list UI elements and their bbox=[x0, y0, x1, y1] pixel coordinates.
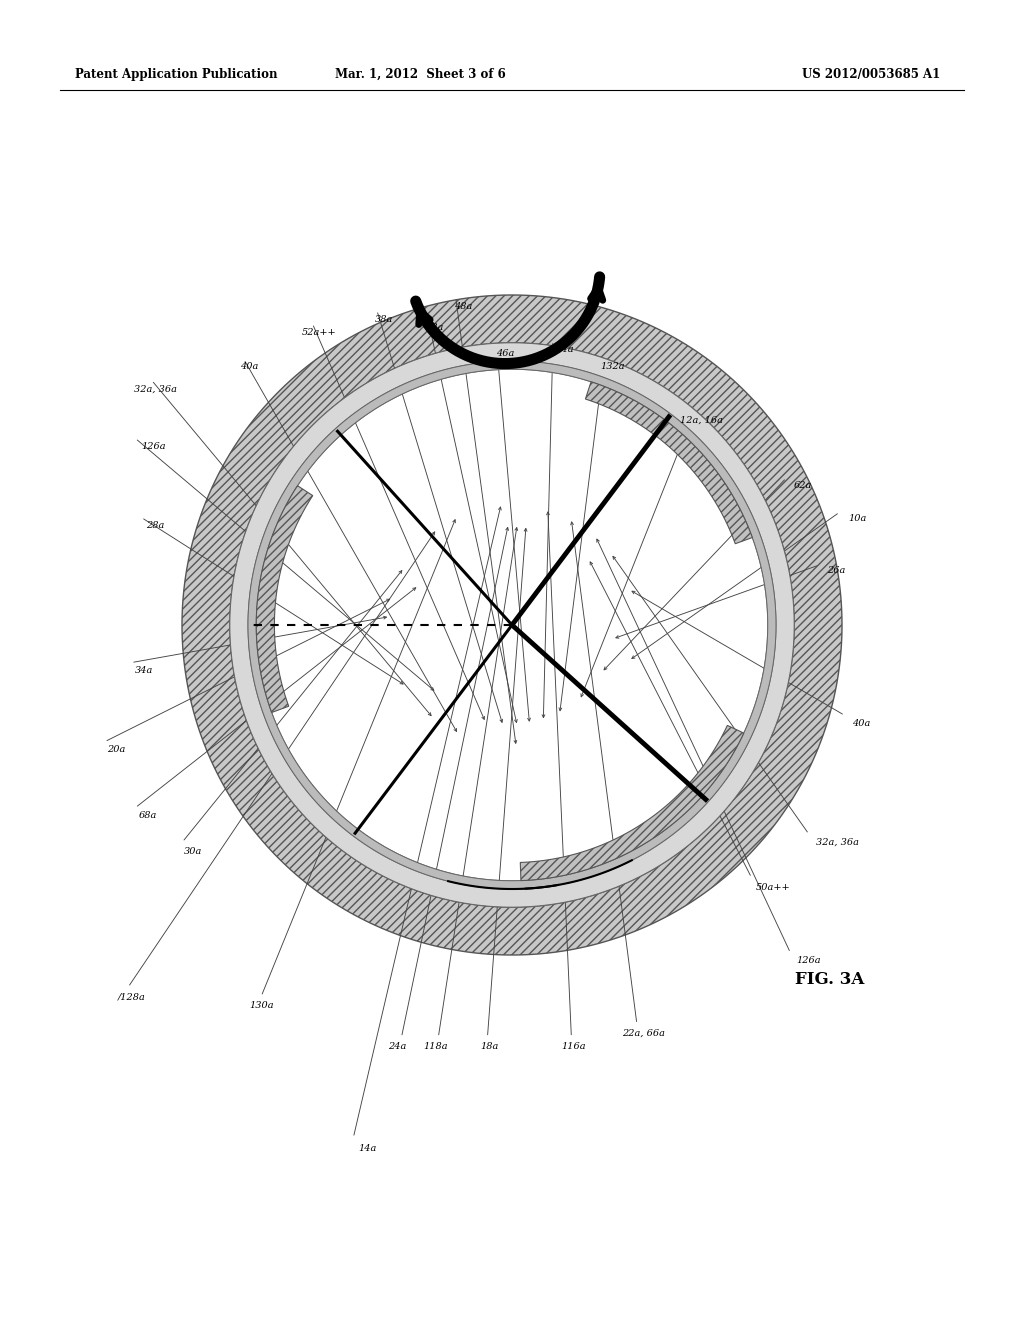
PathPatch shape bbox=[586, 381, 753, 544]
Text: 26a: 26a bbox=[827, 566, 846, 574]
Text: 88a: 88a bbox=[426, 323, 444, 331]
Text: 32a, 36a: 32a, 36a bbox=[134, 385, 177, 393]
Text: 50a++: 50a++ bbox=[756, 883, 791, 891]
Circle shape bbox=[256, 370, 768, 880]
Text: 32a, 36a: 32a, 36a bbox=[816, 838, 859, 846]
Text: 34a: 34a bbox=[135, 667, 154, 675]
Text: 118a: 118a bbox=[423, 1043, 447, 1051]
Text: 52a++: 52a++ bbox=[302, 329, 337, 337]
Text: 30a: 30a bbox=[184, 847, 203, 855]
Text: FIG. 3A: FIG. 3A bbox=[796, 972, 864, 989]
PathPatch shape bbox=[520, 726, 743, 880]
Text: 132a: 132a bbox=[600, 363, 625, 371]
Text: Patent Application Publication: Patent Application Publication bbox=[75, 69, 278, 81]
Text: 130a: 130a bbox=[249, 1002, 273, 1010]
Text: 28a: 28a bbox=[146, 521, 165, 529]
PathPatch shape bbox=[229, 343, 795, 907]
Text: 38a: 38a bbox=[375, 315, 393, 323]
Text: US 2012/0053685 A1: US 2012/0053685 A1 bbox=[802, 69, 940, 81]
Text: /128a: /128a bbox=[118, 993, 145, 1001]
Text: 126a: 126a bbox=[797, 957, 821, 965]
Text: 116a: 116a bbox=[561, 1043, 586, 1051]
Text: 40a: 40a bbox=[240, 363, 258, 371]
Text: 24a: 24a bbox=[388, 1043, 407, 1051]
Text: 48a: 48a bbox=[454, 302, 472, 310]
Text: 40a: 40a bbox=[852, 719, 870, 727]
PathPatch shape bbox=[182, 294, 842, 954]
Text: 68a: 68a bbox=[138, 812, 157, 820]
Text: Mar. 1, 2012  Sheet 3 of 6: Mar. 1, 2012 Sheet 3 of 6 bbox=[335, 69, 506, 81]
Text: 46a: 46a bbox=[496, 350, 514, 358]
PathPatch shape bbox=[256, 486, 312, 713]
Text: 124a: 124a bbox=[549, 346, 573, 354]
Text: 18a: 18a bbox=[480, 1043, 499, 1051]
Text: 62a: 62a bbox=[794, 482, 812, 490]
Text: 10a: 10a bbox=[848, 515, 866, 523]
Text: 22a, 66a: 22a, 66a bbox=[622, 1030, 665, 1038]
Text: 14a: 14a bbox=[358, 1144, 377, 1152]
Text: 12a, 16a: 12a, 16a bbox=[680, 416, 723, 424]
Text: 20a: 20a bbox=[108, 746, 126, 754]
PathPatch shape bbox=[248, 360, 776, 888]
Text: 126a: 126a bbox=[141, 442, 166, 450]
